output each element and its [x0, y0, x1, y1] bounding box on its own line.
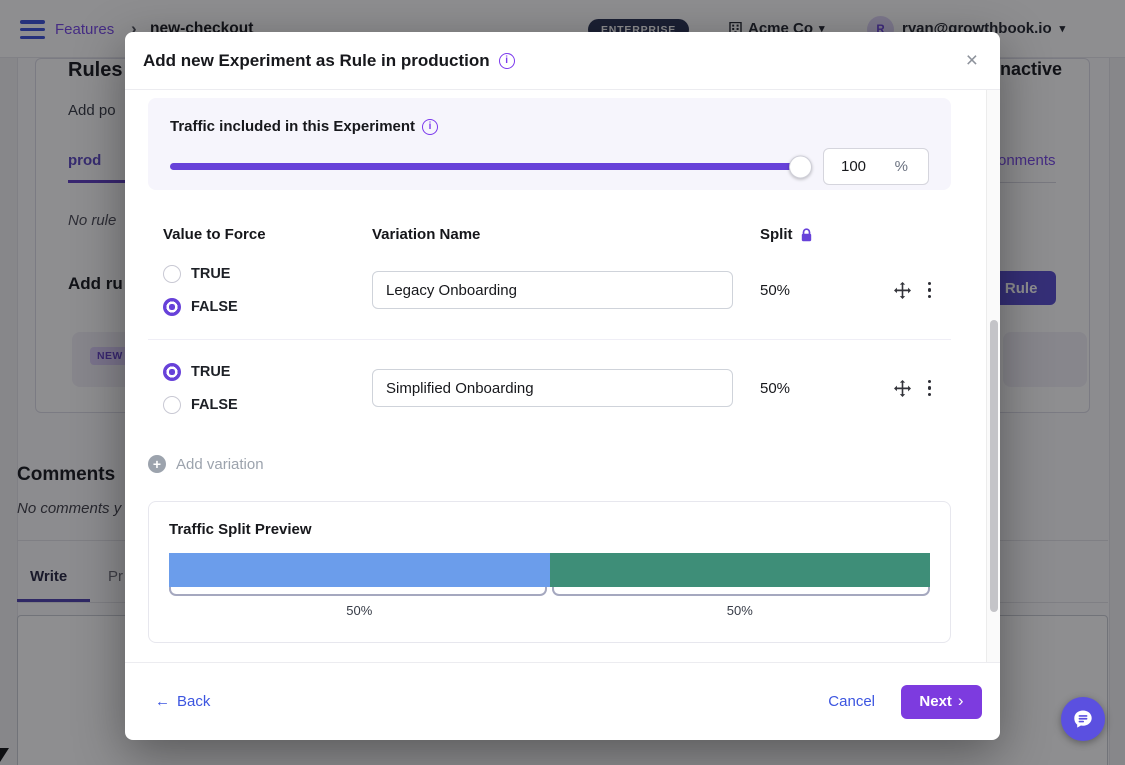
drag-move-icon[interactable] — [893, 379, 911, 397]
radio-false[interactable]: FALSE — [163, 297, 372, 316]
divider — [998, 182, 1056, 183]
add-variation-label: Add variation — [176, 455, 264, 473]
info-icon[interactable]: i — [422, 118, 439, 135]
new-badge: NEW — [90, 347, 130, 365]
divider — [148, 339, 951, 340]
traffic-split-preview: Traffic Split Preview 50% 50% — [148, 501, 951, 643]
back-link[interactable]: ← Back — [155, 693, 210, 710]
more-options-icon[interactable] — [926, 378, 934, 399]
slider-thumb[interactable] — [789, 155, 812, 178]
radio-circle-icon[interactable] — [163, 362, 181, 381]
radio-circle-icon[interactable] — [163, 395, 181, 414]
split-label: Split — [760, 226, 793, 243]
radio-label: TRUE — [191, 363, 231, 380]
preview-title: Traffic Split Preview — [169, 521, 312, 538]
modal-title: Add new Experiment as Rule in production — [143, 50, 490, 70]
traffic-section: Traffic included in this Experiment i % — [148, 98, 951, 190]
radio-circle-icon[interactable] — [163, 264, 181, 283]
col-variation-name: Variation Name — [372, 226, 481, 243]
traffic-label: Traffic included in this Experiment — [170, 118, 416, 135]
traffic-slider[interactable] — [170, 155, 812, 178]
chat-bubble-icon — [1074, 710, 1092, 728]
tab-preview[interactable]: Pr — [108, 568, 123, 585]
variations-header-row: Value to Force Variation Name Split — [148, 226, 951, 243]
mouse-cursor — [0, 748, 9, 762]
next-label: Next — [919, 693, 952, 710]
tab-production[interactable]: prod — [68, 152, 102, 169]
cancel-link[interactable]: Cancel — [828, 693, 875, 710]
modal-scrollbar[interactable] — [986, 90, 1000, 662]
no-rules-text: No rule — [68, 212, 117, 229]
no-comments-text: No comments y — [17, 500, 122, 517]
drag-move-icon[interactable] — [893, 281, 911, 299]
chat-launcher-button[interactable] — [1061, 697, 1105, 741]
add-rules-heading: Add ru — [68, 274, 123, 293]
col-value-to-force: Value to Force — [163, 226, 266, 243]
split-bars — [169, 553, 930, 587]
modal-footer: ← Back Cancel Next › — [125, 662, 1000, 740]
radio-true[interactable]: TRUE — [163, 362, 372, 381]
info-icon[interactable]: i — [498, 52, 515, 69]
next-button[interactable]: Next › — [901, 684, 982, 719]
modal-header: Add new Experiment as Rule in production… — [125, 32, 1000, 90]
radio-label: FALSE — [191, 396, 238, 413]
plus-icon: + — [148, 455, 166, 473]
split-value: 50% — [760, 379, 791, 397]
variation-row: TRUE FALSE 50% — [148, 256, 951, 324]
traffic-unit: % — [894, 158, 908, 175]
variation-name-input[interactable] — [372, 369, 733, 407]
split-segment-blue — [169, 553, 550, 587]
feature-status-text: nactive — [1000, 59, 1063, 79]
split-percentage: 50% — [726, 603, 753, 618]
rule-type-card[interactable] — [1003, 332, 1087, 387]
scrollbar-thumb[interactable] — [989, 320, 998, 612]
add-variation-button[interactable]: + Add variation — [148, 455, 951, 473]
chevron-down-icon: ▾ — [819, 23, 825, 35]
rules-heading: Rules — [68, 59, 123, 81]
traffic-value-field[interactable]: % — [823, 148, 929, 185]
tab-write[interactable]: Write — [30, 568, 68, 585]
rules-description: Add po — [68, 102, 116, 119]
lock-icon — [801, 227, 811, 241]
hamburger-menu-icon[interactable] — [20, 20, 45, 39]
modal-body: Traffic included in this Experiment i % … — [125, 90, 1000, 662]
col-split: Split — [733, 226, 853, 243]
chevron-down-icon: ▾ — [1059, 23, 1066, 35]
split-percentage: 50% — [346, 603, 373, 618]
environments-link[interactable]: onments — [998, 152, 1056, 169]
close-icon[interactable]: × — [965, 49, 978, 72]
arrow-left-icon: ← — [155, 693, 170, 710]
radio-circle-icon[interactable] — [163, 297, 181, 316]
split-value: 50% — [760, 281, 791, 299]
variation-name-input[interactable] — [372, 271, 733, 309]
breadcrumb-features-link[interactable]: Features — [55, 21, 115, 38]
comments-heading: Comments — [17, 464, 116, 485]
radio-label: FALSE — [191, 298, 238, 315]
tab-active-underline — [68, 180, 158, 183]
variation-row: TRUE FALSE 50% — [148, 354, 951, 422]
radio-label: TRUE — [191, 265, 231, 282]
add-experiment-rule-modal: Add new Experiment as Rule in production… — [125, 32, 1000, 740]
radio-true[interactable]: TRUE — [163, 264, 372, 283]
tab-active-underline — [17, 599, 90, 602]
split-brackets — [169, 587, 930, 596]
radio-false[interactable]: FALSE — [163, 395, 372, 414]
split-segment-green — [549, 553, 930, 587]
more-options-icon[interactable] — [926, 280, 934, 301]
traffic-value-input[interactable] — [841, 158, 885, 175]
chevron-right-icon: › — [957, 691, 964, 710]
breadcrumb-separator-icon: › — [131, 19, 137, 38]
back-label: Back — [177, 693, 211, 710]
